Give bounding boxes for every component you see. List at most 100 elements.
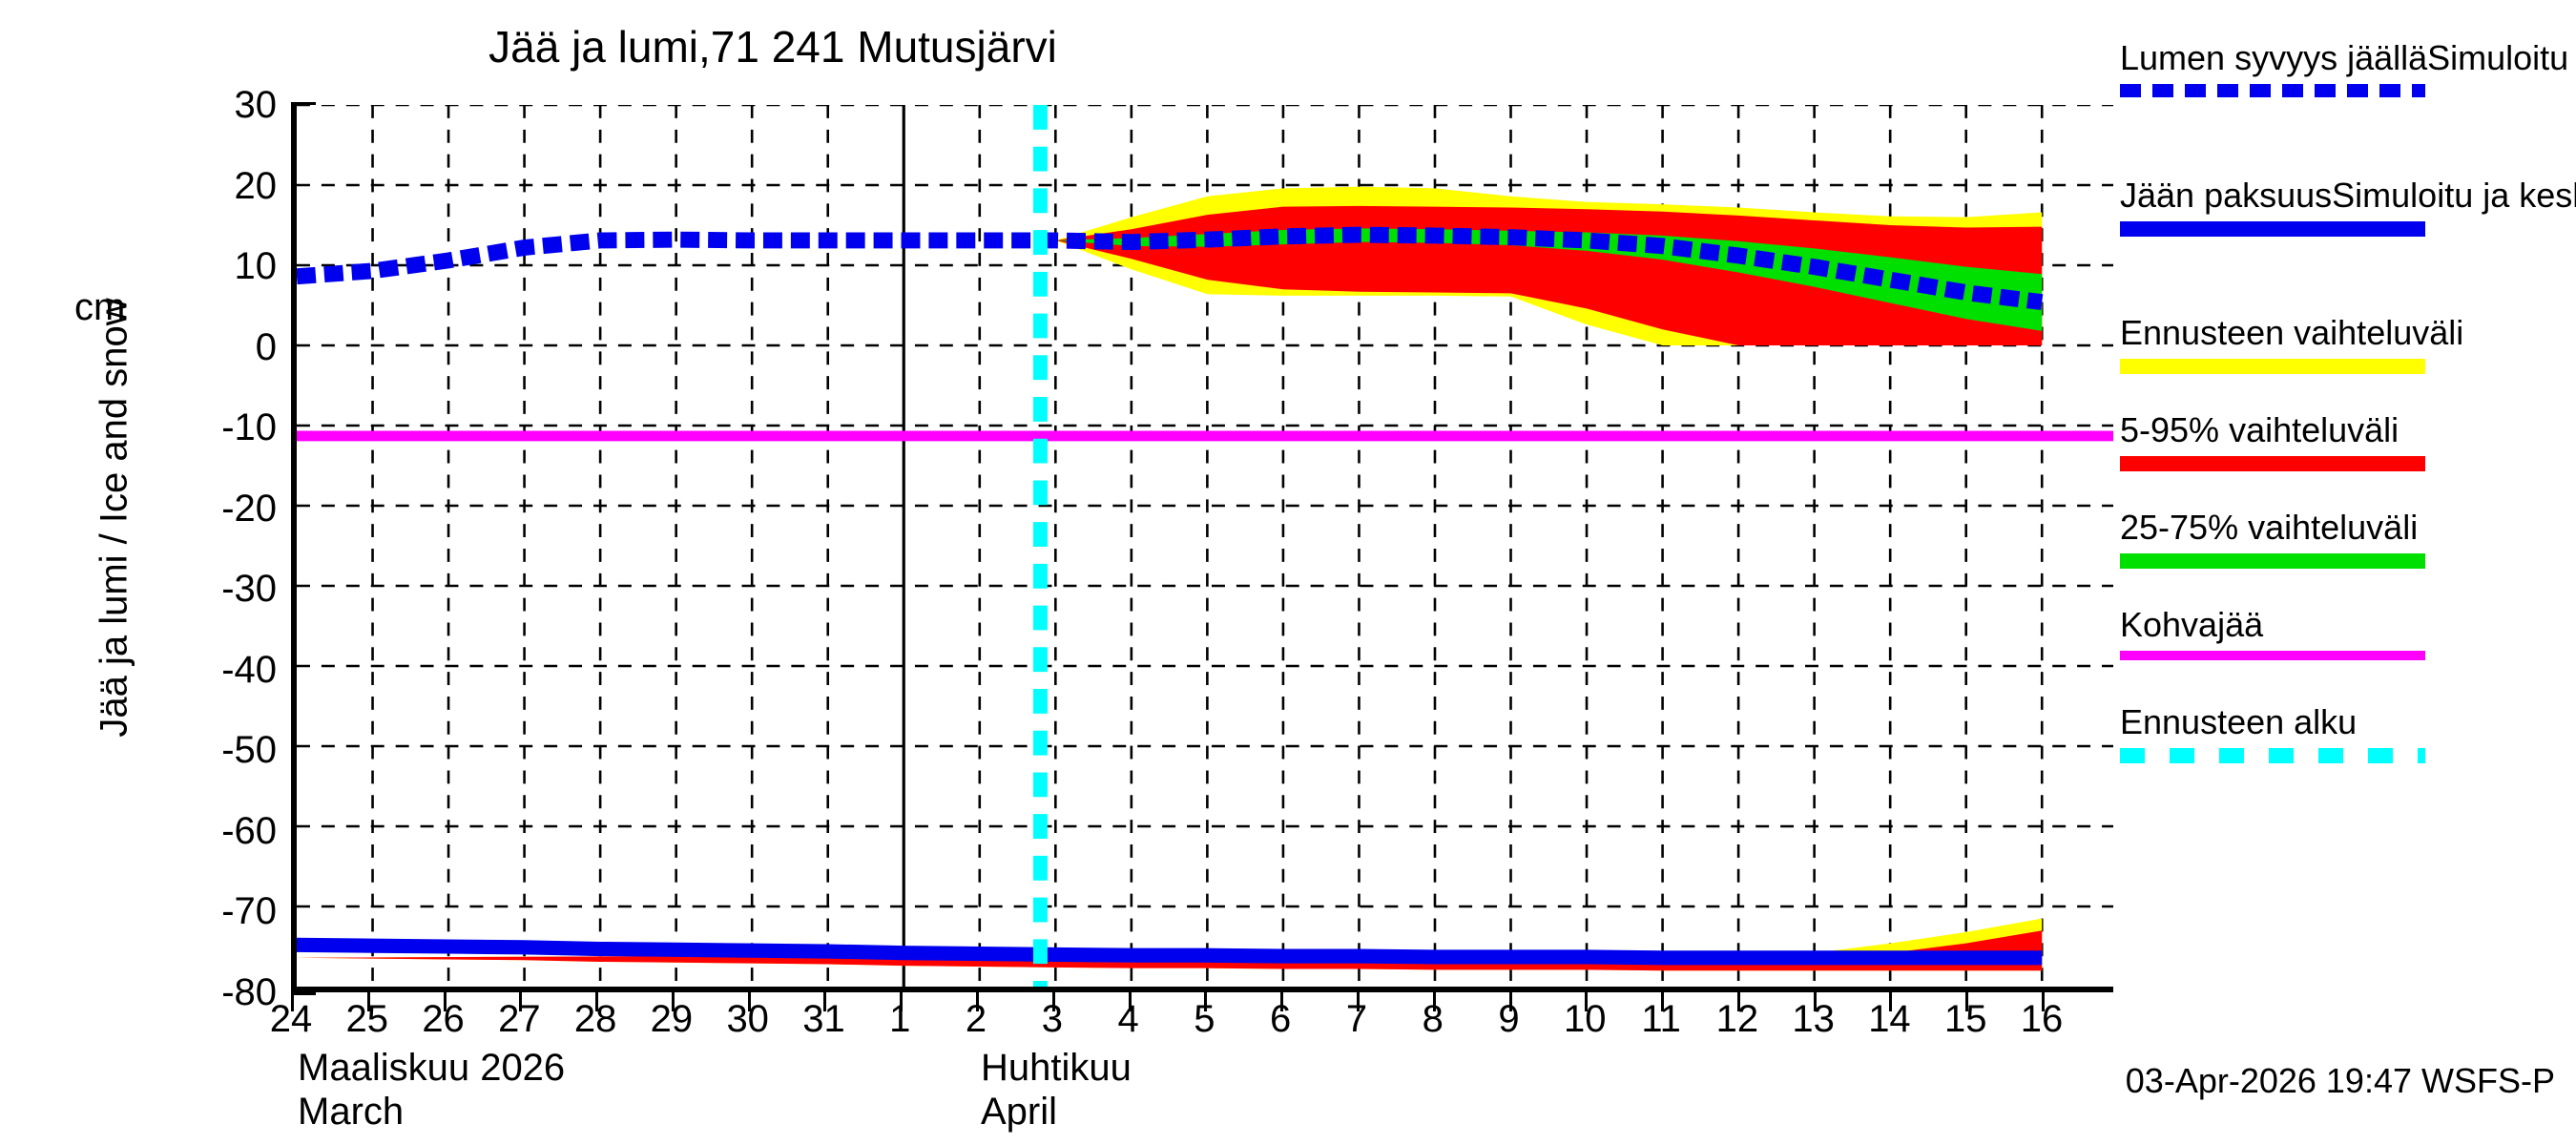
y-axis-tick-label: -10 xyxy=(221,406,277,449)
plot-inner xyxy=(297,105,2113,987)
legend-item-label: Kohvajää xyxy=(2120,605,2568,645)
x-axis-tick-mark xyxy=(519,992,523,1011)
legend-swatch-range-5-95 xyxy=(2120,456,2425,471)
legend-item-label: Jään paksuusSimuloitu ja keskiennuste xyxy=(2120,176,2576,216)
legend-item-label: Lumen syvyys jäälläSimuloitu ja keskienn… xyxy=(2120,38,2576,78)
x-axis-tick-label: 8 xyxy=(1422,998,1444,1040)
x-axis-tick-mark xyxy=(1736,992,1740,1011)
y-axis-tick-label: -60 xyxy=(221,809,277,852)
legend-label-line1: Lumen syvyys jäällä xyxy=(2120,38,2428,77)
y-axis-tick-label: 30 xyxy=(234,84,278,126)
x-axis-tick-mark xyxy=(2042,992,2045,1011)
legend-label-line1: 25-75% vaihteluväli xyxy=(2120,508,2419,547)
x-axis-tick-label: 28 xyxy=(573,998,617,1040)
x-axis-tick-label: 13 xyxy=(1792,998,1835,1040)
legend-item-range-5-95[interactable]: 5-95% vaihteluväli xyxy=(2120,410,2568,471)
legend-swatch-range-25-75 xyxy=(2120,553,2425,569)
y-axis-tick-label: -80 xyxy=(221,971,277,1013)
footer-timestamp: 03-Apr-2026 19:47 WSFS-P xyxy=(2125,1061,2555,1100)
x-axis-tick-label: 15 xyxy=(1943,998,1987,1040)
x-axis-tick-mark xyxy=(443,992,447,1011)
legend-item-label: 25-75% vaihteluväli xyxy=(2120,508,2568,548)
legend-swatch-snow-depth-on-ice xyxy=(2120,84,2425,97)
ice-thickness-band xyxy=(297,937,2043,966)
x-axis-tick-label: 4 xyxy=(1117,998,1139,1040)
x-axis-tick-label: 27 xyxy=(498,998,541,1040)
snow-range-25-75-band xyxy=(1055,228,2043,331)
x-axis-tick-label: 29 xyxy=(650,998,694,1040)
x-axis-tick-mark xyxy=(1356,992,1360,1011)
x-axis-tick-mark xyxy=(1585,992,1589,1011)
x-axis-tick-mark xyxy=(671,992,675,1011)
x-axis-tick-mark xyxy=(1128,992,1132,1011)
x-axis-tick-mark xyxy=(595,992,599,1011)
x-axis-tick-mark xyxy=(1432,992,1436,1011)
y-axis-tick-label: -70 xyxy=(221,890,277,933)
y-axis-tick-label: -50 xyxy=(221,729,277,772)
legend-item-label: Ennusteen vaihteluväli xyxy=(2120,313,2568,353)
legend-item-forecast-range[interactable]: Ennusteen vaihteluväli xyxy=(2120,313,2568,374)
x-axis-tick-label: 10 xyxy=(1564,998,1607,1040)
month-label-march: Maaliskuu 2026 March xyxy=(298,1046,565,1134)
x-axis-tick-label: 26 xyxy=(422,998,465,1040)
legend-swatch-forecast-range xyxy=(2120,359,2425,374)
legend-item-ice-thickness[interactable]: Jään paksuusSimuloitu ja keskiennuste xyxy=(2120,176,2576,237)
y-axis-tick-label: -30 xyxy=(221,568,277,611)
x-axis-tick-mark xyxy=(366,992,370,1011)
legend-swatch-ice-thickness xyxy=(2120,221,2425,237)
y-axis-tick-label: 20 xyxy=(234,164,278,207)
x-axis-tick-label: 11 xyxy=(1641,998,1681,1040)
x-axis-tick-label: 5 xyxy=(1194,998,1215,1040)
x-axis-tick-mark xyxy=(976,992,980,1011)
x-axis-tick-label: 16 xyxy=(2020,998,2064,1040)
page-title: Jää ja lumi,71 241 Mutusjärvi xyxy=(488,22,1057,72)
x-axis-tick-label: 2 xyxy=(965,998,987,1040)
legend-swatch-slush-ice xyxy=(2120,651,2425,660)
x-axis-tick-mark xyxy=(1661,992,1665,1011)
legend-item-slush-ice[interactable]: Kohvajää xyxy=(2120,605,2568,660)
y-axis-tick-label: -40 xyxy=(221,648,277,691)
y-axis-tick-labels: 30 20 10 0 -10 -20 -30 -40 -50 -60 -70 -80 xyxy=(124,86,278,1011)
x-axis-tick-mark xyxy=(1965,992,1969,1011)
snow-depth-median-line xyxy=(297,226,2044,311)
x-axis-tick-label: 24 xyxy=(269,998,313,1040)
x-axis-tick-label: 1 xyxy=(889,998,911,1040)
x-axis-tick-mark xyxy=(900,992,904,1011)
x-axis-tick-mark xyxy=(823,992,827,1011)
x-axis-tick-label: 30 xyxy=(726,998,769,1040)
legend-item-label: Ennusteen alku xyxy=(2120,702,2568,742)
legend-item-range-25-75[interactable]: 25-75% vaihteluväli xyxy=(2120,508,2568,569)
legend-item-label: 5-95% vaihteluväli xyxy=(2120,410,2568,450)
x-axis-tick-mark xyxy=(1508,992,1512,1011)
x-axis-tick-label: 6 xyxy=(1270,998,1292,1040)
y-axis-tick-mark xyxy=(291,989,316,995)
month-label-april: Huhtikuu April xyxy=(981,1046,1132,1134)
month-label-fi: Maaliskuu 2026 xyxy=(298,1047,566,1089)
x-axis-tick-label: 12 xyxy=(1715,998,1759,1040)
legend-item-snow-depth-on-ice[interactable]: Lumen syvyys jäälläSimuloitu ja keskienn… xyxy=(2120,38,2576,97)
legend-item-forecast-start[interactable]: Ennusteen alku xyxy=(2120,702,2568,763)
month-label-en: April xyxy=(981,1091,1058,1133)
legend-label-line1: Ennusteen alku xyxy=(2120,702,2358,741)
x-axis-tick-label: 14 xyxy=(1868,998,1911,1040)
y-axis-tick-label: 0 xyxy=(255,325,277,368)
legend-swatch-forecast-start xyxy=(2120,748,2425,763)
y-axis-tick-label: 10 xyxy=(234,245,278,288)
month-label-en: March xyxy=(298,1091,405,1133)
legend-label-line1: Ennusteen vaihteluväli xyxy=(2120,313,2464,352)
x-axis-tick-mark xyxy=(1051,992,1055,1011)
x-axis-tick-label: 7 xyxy=(1345,998,1368,1040)
x-axis-tick-mark xyxy=(747,992,751,1011)
x-axis-tick-labels: 24 25 26 27 28 29 30 31 1 2 3 4 5 6 7 8 9 10 11 12 13 14 15 16 xyxy=(270,998,2113,1055)
x-axis-tick-label: 3 xyxy=(1041,998,1063,1040)
x-axis-tick-mark xyxy=(1889,992,1893,1011)
legend-label-line1: Jään paksuus xyxy=(2120,176,2333,215)
y-axis-unit: cm xyxy=(74,286,126,328)
legend-label-line2: Simuloitu ja keskiennuste xyxy=(2427,38,2576,77)
legend-label-line2: Simuloitu ja keskiennuste xyxy=(2332,176,2576,215)
x-axis-tick-mark xyxy=(1204,992,1208,1011)
x-axis-tick-label: 31 xyxy=(802,998,845,1040)
legend-label-line1: 5-95% vaihteluväli xyxy=(2120,410,2399,449)
x-axis-tick-mark xyxy=(291,992,294,1011)
